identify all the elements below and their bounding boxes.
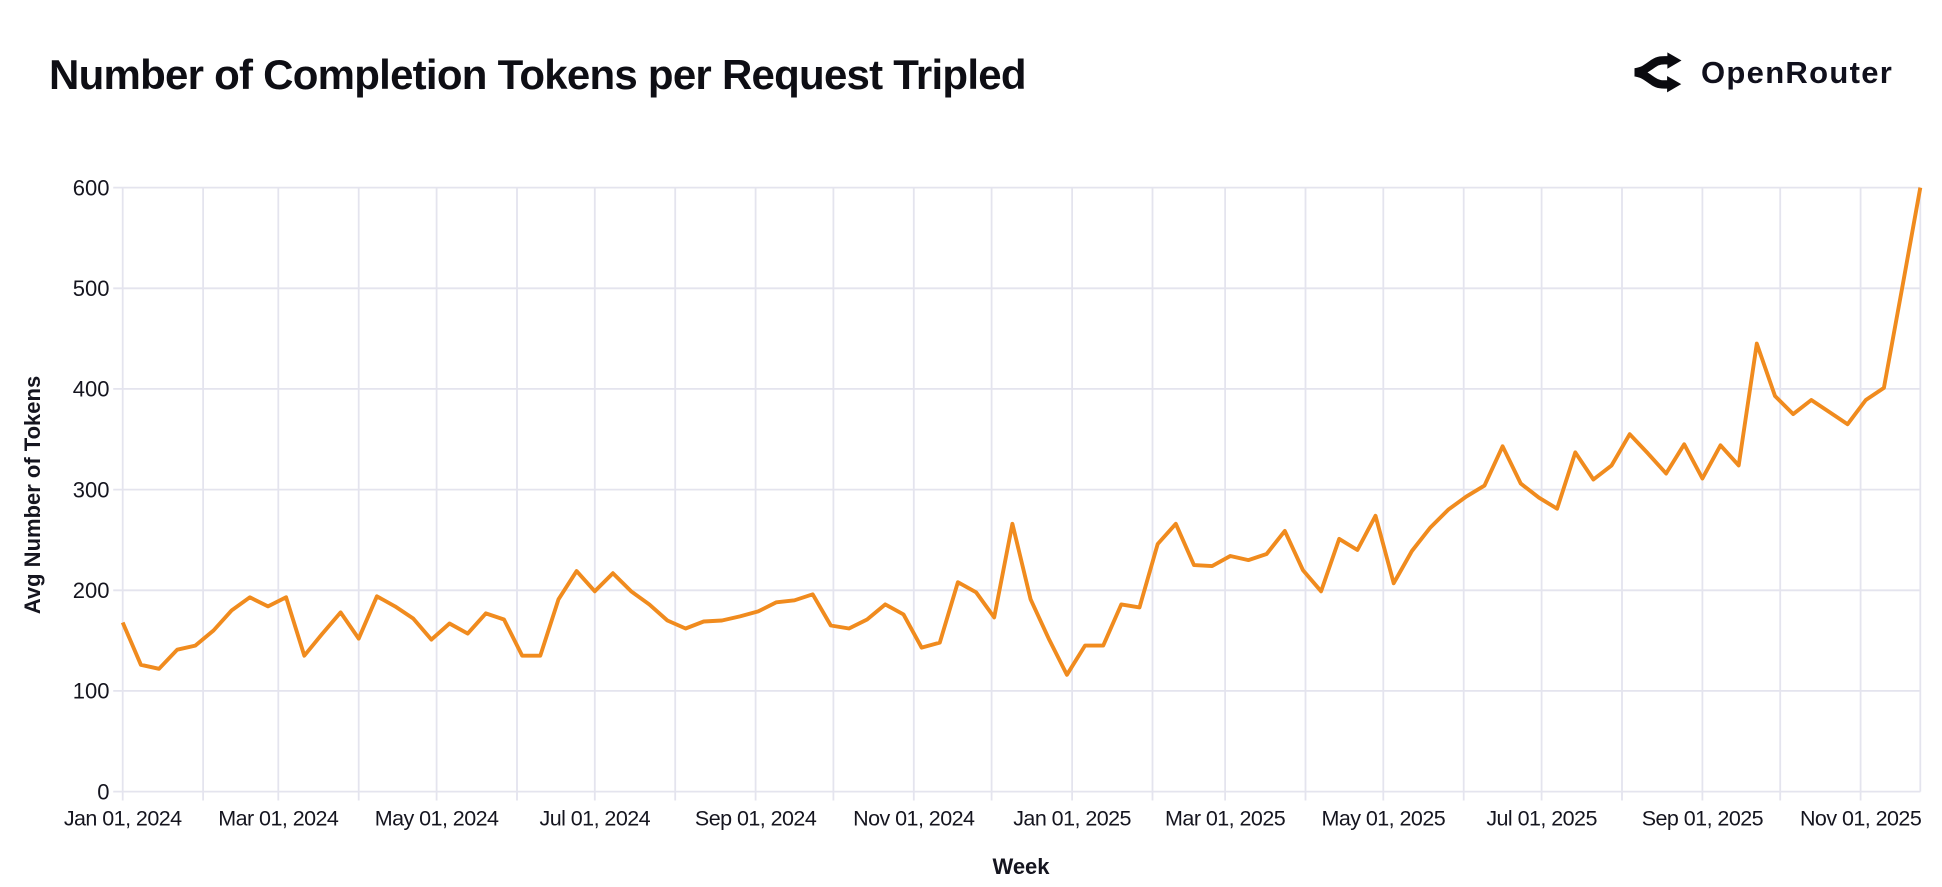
svg-text:Avg Number of Tokens: Avg Number of Tokens	[20, 376, 45, 614]
svg-text:Mar 01, 2024: Mar 01, 2024	[218, 807, 339, 831]
svg-text:Nov 01, 2024: Nov 01, 2024	[853, 807, 975, 831]
svg-text:Number of Completion Tokens pe: Number of Completion Tokens per Request …	[49, 51, 1026, 98]
svg-text:Jul 01, 2024: Jul 01, 2024	[540, 807, 651, 831]
svg-text:Jul 01, 2025: Jul 01, 2025	[1486, 807, 1597, 831]
svg-text:Sep 01, 2025: Sep 01, 2025	[1642, 807, 1764, 831]
svg-text:0: 0	[97, 779, 109, 804]
svg-text:Jan 01, 2024: Jan 01, 2024	[64, 807, 182, 831]
svg-text:500: 500	[73, 276, 110, 301]
svg-text:100: 100	[73, 679, 110, 704]
svg-text:May 01, 2024: May 01, 2024	[375, 807, 499, 831]
svg-text:300: 300	[73, 477, 110, 502]
svg-text:400: 400	[73, 377, 110, 402]
svg-text:200: 200	[73, 578, 110, 603]
svg-text:Week: Week	[992, 854, 1050, 879]
svg-text:May 01, 2025: May 01, 2025	[1321, 807, 1445, 831]
svg-text:Jan 01, 2025: Jan 01, 2025	[1013, 807, 1131, 831]
svg-text:Nov 01, 2025: Nov 01, 2025	[1800, 807, 1922, 831]
svg-text:OpenRouter: OpenRouter	[1701, 55, 1893, 90]
svg-text:600: 600	[73, 175, 110, 200]
svg-text:Sep 01, 2024: Sep 01, 2024	[695, 807, 817, 831]
svg-text:Mar 01, 2025: Mar 01, 2025	[1165, 807, 1286, 831]
